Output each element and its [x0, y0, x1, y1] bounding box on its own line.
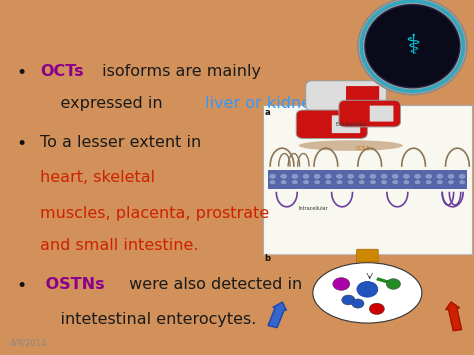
Circle shape	[347, 174, 355, 179]
Text: isoforms are mainly: isoforms are mainly	[97, 64, 261, 79]
Ellipse shape	[358, 0, 467, 94]
Circle shape	[437, 180, 443, 185]
Circle shape	[414, 180, 421, 185]
FancyBboxPatch shape	[370, 105, 393, 121]
Circle shape	[336, 174, 343, 179]
Circle shape	[436, 174, 444, 179]
Circle shape	[352, 299, 364, 308]
Circle shape	[325, 180, 332, 185]
Circle shape	[357, 282, 378, 297]
Circle shape	[281, 180, 287, 185]
Text: muscles, placenta, prostrate: muscles, placenta, prostrate	[40, 206, 270, 221]
Circle shape	[302, 174, 310, 179]
FancyBboxPatch shape	[356, 249, 378, 262]
Circle shape	[342, 295, 355, 305]
FancyArrow shape	[268, 302, 286, 328]
Circle shape	[392, 174, 399, 179]
Text: 4/9/2014: 4/9/2014	[9, 339, 47, 348]
FancyArrow shape	[376, 277, 390, 284]
Circle shape	[447, 180, 454, 185]
Circle shape	[280, 174, 288, 179]
Circle shape	[414, 174, 421, 179]
Circle shape	[292, 180, 298, 185]
Text: were also detected in: were also detected in	[124, 277, 302, 292]
Circle shape	[336, 180, 343, 185]
Text: a: a	[264, 108, 270, 117]
Circle shape	[392, 180, 399, 185]
Circle shape	[269, 174, 276, 179]
Circle shape	[425, 174, 432, 179]
FancyBboxPatch shape	[332, 115, 360, 133]
Circle shape	[314, 180, 320, 185]
Circle shape	[333, 278, 350, 290]
Text: Intracellular: Intracellular	[299, 206, 328, 211]
Circle shape	[291, 174, 299, 179]
FancyBboxPatch shape	[296, 110, 367, 138]
Circle shape	[358, 180, 365, 185]
Circle shape	[313, 174, 321, 179]
Text: OSTNs: OSTNs	[40, 277, 105, 292]
Circle shape	[459, 180, 465, 185]
FancyBboxPatch shape	[268, 170, 467, 189]
FancyBboxPatch shape	[339, 100, 401, 127]
Ellipse shape	[313, 263, 422, 323]
Text: and small intestine.: and small intestine.	[40, 238, 199, 253]
Text: Extracellular: Extracellular	[335, 122, 366, 127]
FancyBboxPatch shape	[346, 86, 379, 105]
Circle shape	[458, 174, 466, 179]
Text: OCT-1: OCT-1	[356, 146, 370, 151]
Text: b: b	[264, 254, 271, 263]
Circle shape	[380, 174, 388, 179]
Text: liver or kidney.: liver or kidney.	[205, 96, 324, 111]
Text: •: •	[17, 64, 27, 82]
Text: expressed in: expressed in	[40, 96, 168, 111]
Circle shape	[303, 180, 310, 185]
Text: •: •	[17, 135, 27, 153]
FancyBboxPatch shape	[263, 105, 472, 254]
Text: To a lesser extent in: To a lesser extent in	[40, 135, 201, 150]
Circle shape	[425, 180, 432, 185]
Ellipse shape	[365, 5, 460, 88]
Circle shape	[402, 174, 410, 179]
Circle shape	[269, 180, 276, 185]
Circle shape	[381, 180, 387, 185]
Circle shape	[370, 180, 376, 185]
Circle shape	[447, 174, 455, 179]
Circle shape	[386, 279, 401, 289]
Text: heart, skeletal: heart, skeletal	[40, 170, 155, 185]
Circle shape	[325, 174, 332, 179]
Circle shape	[347, 180, 354, 185]
Text: ⚕: ⚕	[405, 32, 420, 60]
Text: •: •	[17, 277, 27, 295]
Circle shape	[369, 174, 377, 179]
FancyArrow shape	[340, 280, 350, 288]
Circle shape	[403, 180, 410, 185]
Ellipse shape	[299, 140, 403, 151]
Text: intetestinal enterocytes.: intetestinal enterocytes.	[40, 312, 256, 327]
Text: OCTs: OCTs	[40, 64, 84, 79]
Circle shape	[369, 303, 384, 315]
Circle shape	[358, 174, 365, 179]
FancyBboxPatch shape	[306, 81, 386, 111]
FancyArrow shape	[446, 302, 462, 331]
